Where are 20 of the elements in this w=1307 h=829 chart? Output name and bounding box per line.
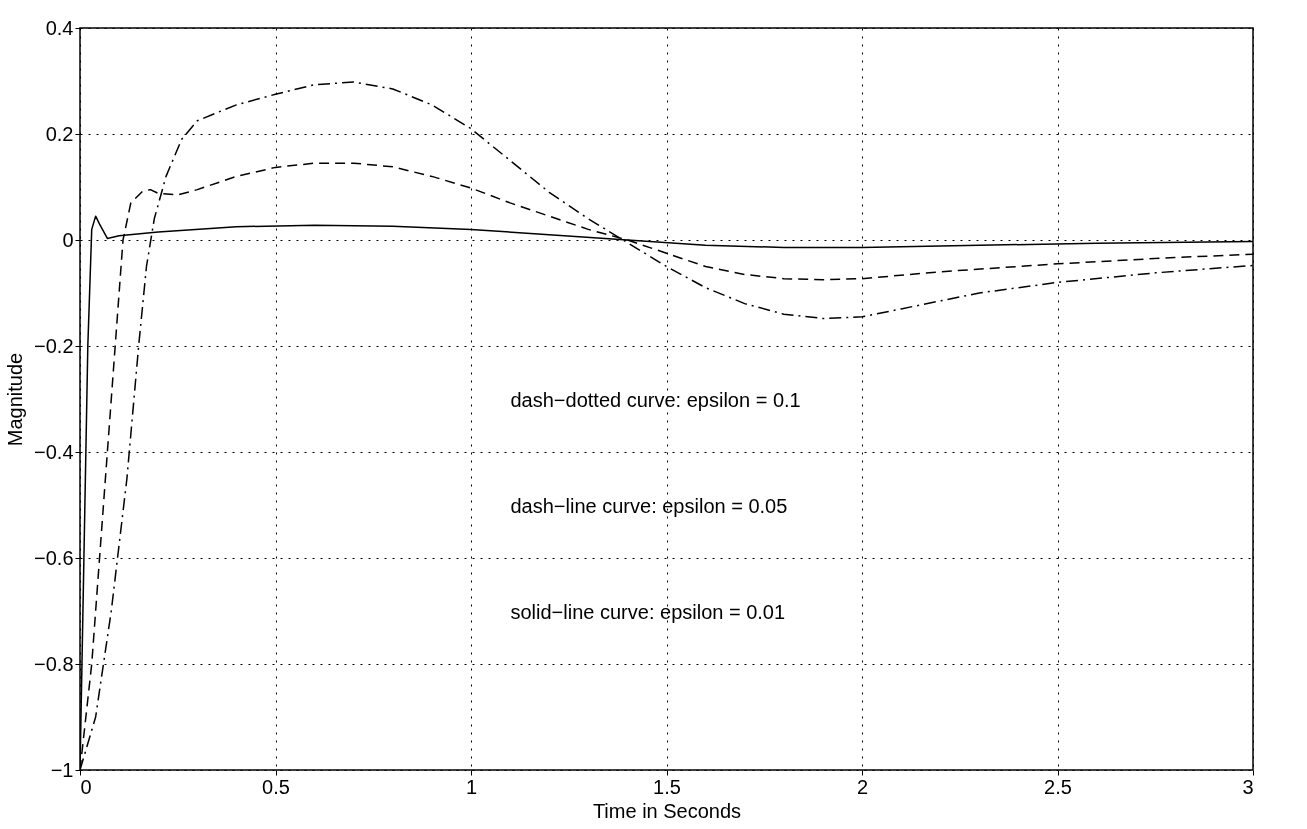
- y-tick-label: −0.8: [34, 652, 74, 675]
- y-tick-label: −1: [50, 758, 74, 781]
- y-tick-label: −0.6: [34, 546, 74, 569]
- y-tick-label: 0.2: [45, 122, 74, 145]
- annotation: dash−dotted curve: epsilon = 0.1: [510, 389, 801, 412]
- x-tick-label: 1.5: [653, 775, 681, 798]
- annotation: solid−line curve: epsilon = 0.01: [510, 600, 786, 623]
- x-tick-label: 2.5: [1044, 775, 1072, 798]
- x-tick-label: 2: [856, 775, 869, 798]
- y-tick-label: −0.2: [34, 334, 74, 357]
- x-tick-label: 0.5: [262, 775, 290, 798]
- y-axis-title: Magnitude: [4, 352, 27, 447]
- x-axis-title: Time in Seconds: [592, 799, 742, 822]
- y-tick-label: 0.4: [45, 16, 74, 39]
- x-tick-label: 3: [1242, 775, 1254, 798]
- annotation: dash−line curve: epsilon = 0.05: [510, 494, 788, 517]
- y-tick-label: −0.4: [34, 440, 74, 463]
- x-tick-label: 1: [465, 775, 478, 798]
- y-tick-label: 0: [62, 228, 74, 251]
- x-tick-label: 0: [80, 775, 92, 798]
